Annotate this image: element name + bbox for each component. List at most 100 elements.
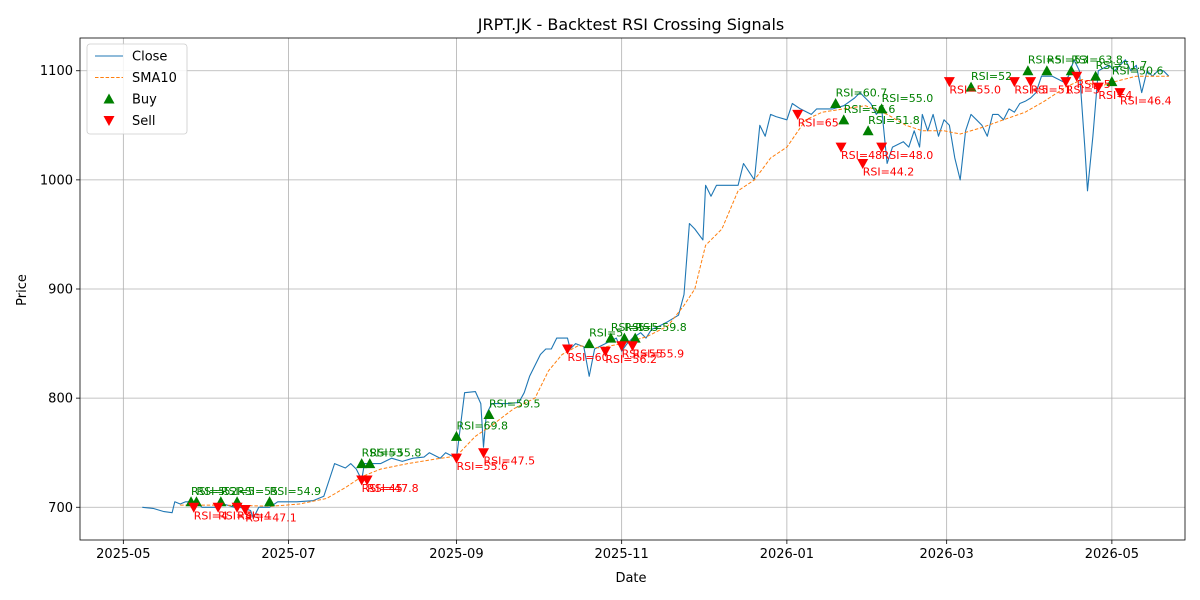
- buy-marker: [629, 332, 641, 343]
- buy-label: RSI=55.8: [370, 447, 422, 460]
- sell-label: RSI=4: [1098, 89, 1132, 102]
- sell-label: RSI=55.9: [633, 348, 685, 361]
- sell-marker: [599, 346, 611, 357]
- buy-label: RSI=60.7: [836, 86, 888, 99]
- y-tick-label: 900: [48, 283, 73, 298]
- buy-label: RSI=5: [191, 485, 225, 498]
- sell-label: RSI=5: [1014, 84, 1048, 97]
- sell-label: RSI=55.0: [949, 84, 1001, 97]
- sell-marker: [792, 109, 804, 120]
- sell-marker: [562, 344, 573, 355]
- legend-label: SMA10: [132, 71, 177, 86]
- sell-marker: [361, 475, 373, 486]
- x-tick-label: 2025-11: [595, 547, 649, 562]
- buy-label: RSI=51.7: [1096, 59, 1148, 72]
- buy-label: RSI=51.8: [868, 114, 920, 127]
- legend-label: Sell: [132, 114, 155, 129]
- buy-marker: [965, 81, 977, 92]
- sell-marker: [943, 77, 955, 88]
- buy-marker: [1041, 65, 1053, 76]
- legend-label: Buy: [132, 93, 157, 108]
- buy-marker: [264, 496, 276, 507]
- x-tick-label: 2026-03: [920, 547, 974, 562]
- y-tick-label: 800: [48, 392, 73, 407]
- series-line-close: [142, 59, 1170, 519]
- buy-label: RSI=5: [589, 327, 623, 340]
- sell-label: RSI=4: [194, 509, 228, 522]
- buy-label: RSI=52: [196, 485, 237, 498]
- y-axis-label: Price: [15, 274, 30, 306]
- buy-marker: [356, 458, 368, 469]
- x-axis-label: Date: [615, 571, 646, 586]
- buy-marker: [1022, 65, 1034, 76]
- series-line-sma10: [180, 75, 1169, 507]
- x-tick-label: 2026-01: [760, 547, 814, 562]
- signal-markers: RSI=5RSI=52RSI=5RSI=55RSI=54.9RSI=53RSI=…: [185, 54, 1172, 524]
- sell-marker: [857, 159, 869, 169]
- sell-label: RSI=65: [798, 116, 839, 129]
- sell-marker: [1092, 82, 1104, 93]
- buy-marker: [1106, 76, 1118, 87]
- sell-label: RSI=48.0: [882, 149, 934, 162]
- buy-label: RSI=50.6: [1112, 65, 1164, 78]
- buy-marker: [876, 103, 888, 114]
- buy-marker: [830, 97, 842, 108]
- buy-label: RSI=5: [221, 485, 255, 498]
- buy-label: RSI=5: [1028, 54, 1062, 67]
- sell-label: RSI=44.2: [863, 166, 915, 179]
- axes-frame: [79, 37, 1186, 541]
- sell-marker: [1008, 77, 1020, 88]
- sell-label: RSI=4: [218, 509, 252, 522]
- sell-label: RSI=55: [622, 348, 663, 361]
- plot-area: 700 800 900 1000 1100 2025-05 2025-07 2025-09 20…: [40, 37, 1186, 562]
- x-tick-label: 2026-05: [1085, 547, 1139, 562]
- chart-title: JRPT.JK - Backtest RSI Crossing Signals: [477, 15, 785, 34]
- buy-marker: [862, 125, 874, 136]
- buy-marker: [450, 430, 462, 441]
- buy-label: RSI=52: [971, 70, 1012, 83]
- buy-label: RSI=5: [624, 321, 658, 334]
- grid: [80, 38, 1185, 540]
- sell-label: RSI=48: [841, 149, 882, 162]
- buy-label: RSI=53: [362, 447, 403, 460]
- sell-marker: [1060, 77, 1072, 88]
- buy-marker: [838, 114, 850, 125]
- sell-marker: [450, 453, 462, 464]
- y-tick-label: 700: [48, 501, 73, 516]
- y-tick-label: 1000: [40, 173, 73, 188]
- sell-label: RSI=46.4: [1120, 95, 1172, 108]
- sell-label: RSI=60: [568, 351, 609, 364]
- sell-label: RSI=5: [1077, 78, 1111, 91]
- sell-label: RSI=47.5: [484, 455, 536, 468]
- buy-label: RSI=55: [237, 485, 278, 498]
- buy-label: RSI=63.8: [1071, 54, 1123, 67]
- buy-marker: [1090, 70, 1102, 81]
- buy-marker: [583, 338, 595, 349]
- sell-label: RSI=51: [1031, 84, 1072, 97]
- y-tick-label: 1100: [40, 64, 73, 79]
- sell-marker: [1071, 71, 1083, 82]
- sell-label: RSI=45: [362, 482, 403, 495]
- buy-marker: [618, 332, 630, 343]
- legend-label: Close: [132, 50, 167, 65]
- legend-box: [86, 43, 188, 135]
- sell-marker: [835, 142, 847, 153]
- sell-marker: [876, 142, 888, 153]
- buy-label: RSI=54.9: [270, 485, 322, 498]
- buy-label: RSI=53: [1047, 54, 1088, 67]
- sell-marker: [239, 504, 251, 515]
- sell-marker: [1025, 77, 1037, 88]
- sell-label: RSI=56.2: [605, 353, 657, 366]
- sell-marker: [1114, 88, 1126, 99]
- sell-marker: [478, 448, 490, 459]
- buy-label: RSI=69.8: [456, 419, 508, 432]
- legend-swatch-sell: [103, 116, 115, 126]
- buy-label: RSI=59.5: [489, 398, 541, 411]
- x-tick-label: 2025-05: [96, 547, 150, 562]
- x-tick-label: 2025-07: [261, 547, 315, 562]
- sell-label: RSI=47.1: [245, 511, 297, 524]
- sell-label: RSI=5: [1066, 84, 1100, 97]
- legend-swatch-buy: [103, 93, 115, 104]
